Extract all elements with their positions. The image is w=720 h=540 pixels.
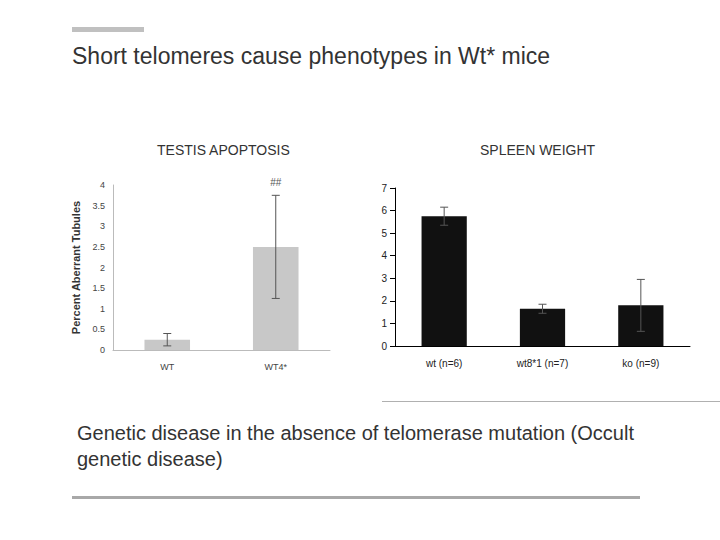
svg-text:wt (n=6): wt (n=6) — [425, 358, 462, 369]
svg-text:wt8*1 (n=7): wt8*1 (n=7) — [516, 358, 568, 369]
html-text:Genetic disease in the absence: Genetic disease in the absence of telome… — [77, 422, 634, 470]
svg-text:0.5: 0.5 — [92, 324, 105, 334]
svg-text:2: 2 — [381, 295, 387, 306]
svg-text:ko (n=9): ko (n=9) — [622, 358, 659, 369]
svg-text:4: 4 — [381, 250, 387, 261]
svg-text:1: 1 — [100, 304, 105, 314]
svg-text:4: 4 — [100, 180, 105, 190]
svg-text:SPLEEN WEIGHT: SPLEEN WEIGHT — [480, 142, 596, 158]
svg-text:3.5: 3.5 — [92, 201, 105, 211]
svg-text:2.5: 2.5 — [92, 242, 105, 252]
svg-text:TESTIS APOPTOSIS: TESTIS APOPTOSIS — [157, 142, 290, 158]
svg-text:0: 0 — [100, 345, 105, 355]
svg-text:##: ## — [270, 177, 282, 188]
svg-text:5: 5 — [381, 228, 387, 239]
svg-text:3: 3 — [381, 273, 387, 284]
svg-text:WT4*: WT4* — [265, 362, 288, 372]
svg-text:Percent Aberrant Tubules: Percent Aberrant Tubules — [70, 201, 82, 334]
svg-text:1.5: 1.5 — [92, 283, 105, 293]
svg-text:1: 1 — [381, 318, 387, 329]
svg-text:6: 6 — [381, 205, 387, 216]
svg-text:3: 3 — [100, 221, 105, 231]
html-text:Short telomeres cause phenotyp: Short telomeres cause phenotypes in Wt* … — [72, 43, 551, 69]
svg-text:2: 2 — [100, 263, 105, 273]
svg-text:0: 0 — [381, 341, 387, 352]
svg-text:WT: WT — [160, 362, 174, 372]
svg-text:7: 7 — [381, 183, 387, 194]
